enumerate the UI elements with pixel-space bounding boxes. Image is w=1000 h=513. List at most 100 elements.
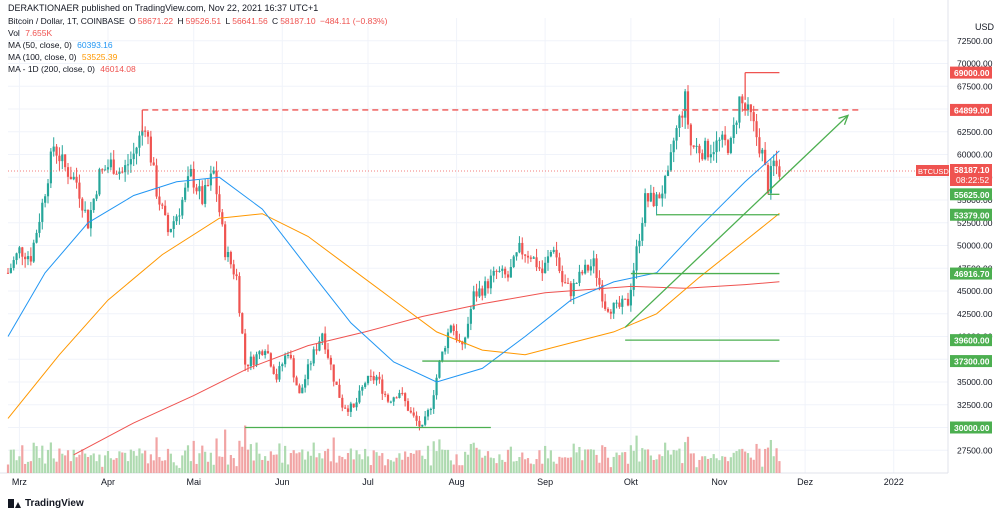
volume-legend[interactable]: Vol 7.655K bbox=[8, 28, 52, 39]
volume-bar bbox=[264, 456, 267, 473]
currency-label[interactable]: USD bbox=[974, 22, 994, 32]
volume-bar bbox=[121, 452, 124, 473]
volume-bar bbox=[541, 463, 544, 473]
volume-bar bbox=[232, 458, 235, 473]
volume-bar bbox=[41, 445, 44, 473]
candle-body bbox=[121, 171, 124, 173]
volume-bar bbox=[149, 454, 152, 473]
candle-body bbox=[612, 302, 615, 314]
volume-bar bbox=[615, 452, 618, 473]
current-price-value: 58187.10 bbox=[954, 165, 990, 175]
ma100-line bbox=[7, 213, 780, 419]
candle-body bbox=[629, 289, 632, 306]
candle-body bbox=[301, 387, 304, 394]
candle-body bbox=[646, 193, 650, 202]
volume-bar bbox=[72, 449, 75, 473]
volume-bar bbox=[744, 451, 747, 473]
ma100-legend[interactable]: MA (100, close, 0) 53525.39 bbox=[8, 52, 117, 63]
volume-bar bbox=[432, 441, 435, 473]
candle-body bbox=[224, 224, 227, 258]
candle-body bbox=[544, 262, 547, 274]
volume-bar bbox=[44, 463, 47, 473]
candle-body bbox=[309, 363, 312, 365]
candle-body bbox=[764, 149, 767, 165]
volume-bar bbox=[281, 462, 284, 473]
volume-bar bbox=[186, 445, 190, 473]
volume-bar bbox=[341, 456, 344, 473]
candle-body bbox=[44, 196, 47, 203]
candle-body bbox=[135, 147, 138, 154]
volume-bar bbox=[526, 458, 530, 473]
time-axis-label: Mai bbox=[186, 477, 201, 487]
candle-body bbox=[441, 351, 444, 362]
volume-bar bbox=[378, 455, 381, 473]
volume-bar bbox=[769, 439, 772, 473]
candle-body bbox=[144, 130, 147, 132]
time-axis-label: Jun bbox=[275, 477, 290, 487]
price-tick-label: 72500.00 bbox=[957, 36, 993, 46]
volume-bar bbox=[609, 467, 612, 473]
volume-bar bbox=[618, 455, 621, 473]
candle-body bbox=[409, 410, 412, 413]
level-tag: 39600.00 bbox=[950, 334, 992, 347]
ma50-legend[interactable]: MA (50, close, 0) 60393.16 bbox=[8, 40, 113, 51]
candle-body bbox=[601, 284, 604, 302]
ma50-label: MA (50, close, 0) bbox=[8, 40, 72, 50]
volume-bar bbox=[706, 458, 710, 473]
level-tag: 64899.00 bbox=[950, 103, 992, 116]
candle-body bbox=[486, 281, 490, 289]
candle-body bbox=[755, 121, 758, 138]
trend-arrow-line bbox=[624, 114, 849, 328]
time-axis-label: Nov bbox=[711, 477, 728, 487]
volume-label: Vol bbox=[8, 28, 20, 38]
candle-body bbox=[252, 356, 255, 365]
volume-bar bbox=[386, 459, 390, 473]
price-tick-label: 42500.00 bbox=[957, 309, 993, 319]
volume-bar bbox=[535, 459, 538, 473]
candle-body bbox=[744, 103, 747, 111]
candle-body bbox=[55, 146, 58, 156]
tradingview-footer[interactable]: TradingView bbox=[8, 498, 84, 509]
volume-bar bbox=[344, 459, 347, 473]
price-tick-label: 62500.00 bbox=[957, 127, 993, 137]
volume-bar bbox=[266, 460, 270, 473]
candle-body bbox=[15, 253, 18, 261]
candle-body bbox=[341, 397, 344, 408]
low-value: 56641.56 bbox=[232, 16, 268, 26]
volume-bar bbox=[35, 446, 38, 473]
price-tick-label: 45000.00 bbox=[957, 286, 993, 296]
candle-body bbox=[238, 276, 241, 314]
candle-body bbox=[46, 183, 50, 197]
candle-body bbox=[329, 357, 332, 365]
symbol-name[interactable]: Bitcoin / Dollar, 1T, COINBASE bbox=[8, 16, 125, 26]
volume-bar bbox=[261, 459, 264, 473]
candle-body bbox=[746, 104, 750, 111]
volume-bar bbox=[178, 467, 181, 473]
candle-body bbox=[92, 198, 95, 211]
volume-bar bbox=[244, 425, 247, 473]
candle-body bbox=[192, 168, 195, 188]
candle-body bbox=[358, 390, 361, 403]
volume-bar bbox=[329, 461, 332, 473]
candle-body bbox=[464, 337, 467, 345]
ma200-legend[interactable]: MA - 1D (200, close, 0) 46014.08 bbox=[8, 64, 136, 75]
candle-body bbox=[546, 256, 550, 263]
volume-bar bbox=[141, 453, 144, 473]
candle-body bbox=[772, 160, 775, 167]
volume-bar bbox=[481, 457, 484, 473]
candle-body bbox=[526, 255, 530, 258]
candle-body bbox=[498, 270, 501, 272]
volume-bar bbox=[435, 451, 438, 473]
volume-bar bbox=[561, 457, 564, 473]
price-tick-label: 52500.00 bbox=[957, 218, 993, 228]
level-tag-bg bbox=[950, 66, 992, 79]
candle-body bbox=[66, 167, 70, 177]
volume-bar bbox=[81, 449, 84, 473]
candle-body bbox=[284, 355, 287, 365]
candle-body bbox=[49, 151, 52, 184]
candle-body bbox=[352, 403, 355, 408]
candle-body bbox=[775, 160, 778, 167]
volume-bar bbox=[115, 458, 118, 473]
candle-body bbox=[244, 333, 247, 365]
